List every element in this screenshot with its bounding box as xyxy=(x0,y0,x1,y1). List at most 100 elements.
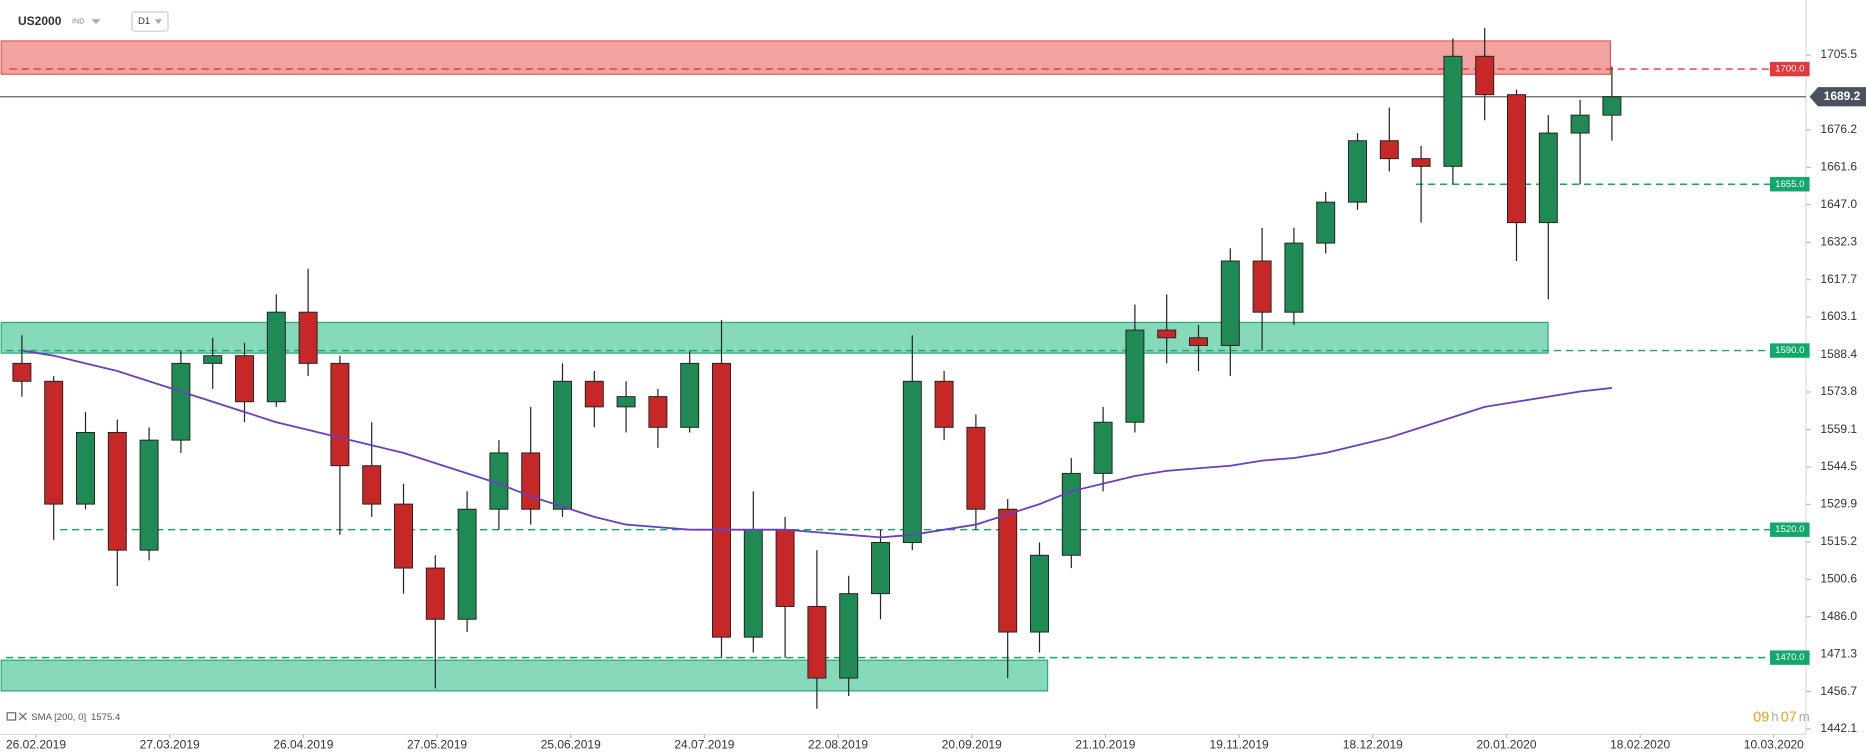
x-tick-label: 27.03.2019 xyxy=(140,737,200,751)
candle-body xyxy=(553,380,572,510)
level-label: 1470.0 xyxy=(1775,652,1804,663)
candle-body xyxy=(775,529,795,607)
candle-body xyxy=(44,380,64,505)
instrument-type: IND xyxy=(72,17,84,26)
candle-body xyxy=(1475,55,1495,96)
candle-body xyxy=(839,593,859,679)
candle-body xyxy=(1220,260,1240,346)
candle-body xyxy=(1157,329,1177,339)
candle-body xyxy=(1284,242,1304,313)
x-tick-label: 21.10.2019 xyxy=(1075,737,1135,751)
x-tick-label: 10.03.2020 xyxy=(1744,737,1804,751)
candle-body xyxy=(1411,158,1431,167)
candle-body xyxy=(330,362,350,467)
candle-body xyxy=(266,311,286,403)
level-label: 1700.0 xyxy=(1775,64,1804,75)
y-tick-label: 1588.4 xyxy=(1820,347,1857,361)
candle-body xyxy=(76,431,95,505)
candle-body xyxy=(712,362,731,638)
y-tick-label: 1471.3 xyxy=(1820,646,1857,660)
candle-body xyxy=(1443,55,1463,167)
y-tick-label: 1573.8 xyxy=(1820,384,1857,398)
y-tick-label: 1544.5 xyxy=(1820,459,1857,473)
legend-icon[interactable] xyxy=(6,712,17,721)
x-tick-label: 20.01.2020 xyxy=(1476,737,1536,751)
x-tick-label: 25.06.2019 xyxy=(541,737,601,751)
y-tick-label: 1617.7 xyxy=(1820,272,1857,286)
candle-body xyxy=(966,426,986,510)
x-tick-label: 26.04.2019 xyxy=(273,737,333,751)
candle-body xyxy=(1379,140,1399,160)
x-tick-label: 27.05.2019 xyxy=(407,737,467,751)
y-tick-label: 1559.1 xyxy=(1820,422,1857,436)
y-tick-label: 1705.5 xyxy=(1820,47,1857,61)
candle-body xyxy=(648,396,668,428)
level-label-box xyxy=(1770,343,1810,358)
zone xyxy=(0,659,1049,692)
candle-body xyxy=(1093,421,1113,474)
candle-body xyxy=(1348,140,1367,203)
candle-body xyxy=(1602,96,1622,116)
candle-body xyxy=(871,542,890,595)
y-tick-label: 1456.7 xyxy=(1820,684,1857,698)
candle-body xyxy=(171,362,191,441)
candle-body xyxy=(203,355,223,364)
candle-body xyxy=(680,362,700,428)
x-tick-label: 19.11.2019 xyxy=(1210,737,1269,751)
sma-name: SMA [200, 0] xyxy=(31,712,86,723)
y-tick-label: 1661.6 xyxy=(1820,160,1857,174)
candle-body xyxy=(998,508,1018,633)
sma-legend: SMA [200, 0] 1575.4 xyxy=(6,712,121,723)
sma-line xyxy=(21,349,1613,539)
candle-body xyxy=(743,529,763,638)
countdown: 09 h 07 m xyxy=(1753,709,1810,725)
countdown-m: m xyxy=(1799,709,1810,724)
countdown-hours: 09 xyxy=(1753,709,1769,725)
level-label-box xyxy=(1770,650,1810,665)
candle-body xyxy=(362,465,382,505)
candle-body xyxy=(1252,260,1272,313)
last-price-box xyxy=(1809,87,1866,107)
countdown-minutes: 07 xyxy=(1781,709,1797,725)
timeframe-box[interactable] xyxy=(131,11,169,32)
symbol[interactable]: US2000 xyxy=(18,14,62,28)
level-label: 1655.0 xyxy=(1775,179,1804,190)
legend-close-icon[interactable] xyxy=(18,712,27,721)
y-tick-label: 1442.1 xyxy=(1820,721,1857,735)
candle-body xyxy=(12,362,32,382)
x-tick-label: 26.02.2019 xyxy=(6,737,66,751)
candle-body xyxy=(616,396,636,408)
x-tick-label: 20.09.2019 xyxy=(942,737,1002,751)
candle-body xyxy=(235,355,254,403)
x-tick-label: 22.08.2019 xyxy=(808,737,868,751)
y-tick-label: 1632.3 xyxy=(1820,234,1857,248)
candle-body xyxy=(807,605,827,679)
candle-body xyxy=(298,311,318,364)
level-label: 1590.0 xyxy=(1775,345,1804,356)
dropdown-arrow[interactable] xyxy=(91,19,101,24)
sma-value: 1575.4 xyxy=(91,712,121,723)
x-tick-label: 24.07.2019 xyxy=(674,737,734,751)
y-tick-label: 1676.2 xyxy=(1820,122,1857,136)
timeframe[interactable]: D1 xyxy=(138,16,150,27)
level-label: 1520.0 xyxy=(1775,524,1804,535)
candle-body xyxy=(1538,132,1558,224)
candle-body xyxy=(425,567,445,620)
level-label-box xyxy=(1770,522,1810,537)
candle-body xyxy=(521,452,541,510)
x-tick-label: 18.12.2019 xyxy=(1343,737,1403,751)
dropdown-arrow[interactable] xyxy=(154,19,162,24)
candle-body xyxy=(1570,114,1590,134)
candle-body xyxy=(394,503,413,569)
candle-body xyxy=(584,380,604,408)
candle-body xyxy=(1030,554,1049,633)
level-label-box xyxy=(1770,177,1810,192)
candle-body xyxy=(934,380,954,428)
y-tick-label: 1486.0 xyxy=(1820,609,1857,623)
level-label-box xyxy=(1770,61,1810,77)
candle-body xyxy=(1125,329,1145,423)
y-tick-label: 1500.6 xyxy=(1820,572,1857,586)
y-tick-label: 1603.1 xyxy=(1820,309,1857,323)
